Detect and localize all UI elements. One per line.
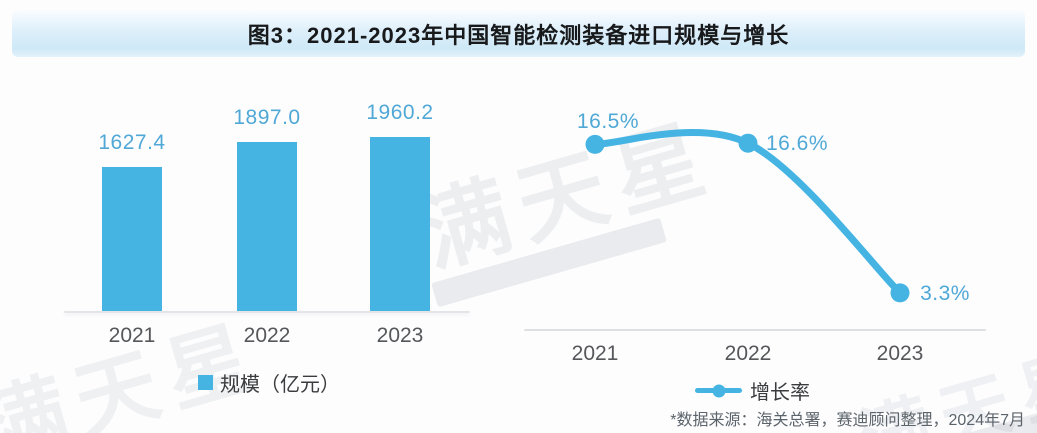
point-value-label: 16.5% — [576, 110, 640, 134]
x-tick-label: 2022 — [724, 342, 772, 365]
bar-chart-legend: 规模（亿元） — [198, 368, 340, 397]
point-value-label: 16.6% — [765, 132, 829, 156]
bar-chart-axis-line — [64, 311, 470, 313]
data-point — [890, 283, 910, 303]
growth-line-path — [591, 129, 904, 297]
x-tick-label: 2022 — [243, 324, 291, 347]
x-tick-label: 2023 — [376, 324, 424, 347]
line-legend-label: 增长率 — [750, 382, 810, 404]
data-point — [585, 134, 605, 154]
bar-value-label: 1627.4 — [98, 130, 166, 154]
bar — [370, 136, 430, 313]
x-tick-label: 2021 — [571, 342, 619, 365]
bar-value-label: 1960.2 — [366, 100, 434, 124]
x-tick-label: 2023 — [876, 342, 924, 365]
line-chart-legend: 增长率 — [695, 376, 810, 405]
source-note: *数据来源：海关总署，赛迪顾问整理，2024年7月 — [670, 412, 1025, 429]
growth-line-points — [585, 133, 910, 303]
line-chart-axis-line — [524, 329, 986, 331]
line-legend-dot-icon — [712, 384, 725, 397]
bar-legend-label: 规模（亿元） — [220, 374, 340, 396]
bar-value-label: 1897.0 — [233, 106, 301, 130]
bar-legend-swatch-icon — [198, 375, 213, 390]
x-tick-label: 2021 — [108, 324, 156, 347]
bar — [102, 166, 162, 313]
line-legend-marker-icon — [695, 384, 742, 397]
point-value-label: 3.3% — [920, 281, 970, 305]
figure-title-bar: 图3：2021-2023年中国智能检测装备进口规模与增长 — [12, 10, 1025, 57]
figure-title: 图3：2021-2023年中国智能检测装备进口规模与增长 — [247, 22, 790, 48]
data-point — [738, 133, 758, 153]
bar — [237, 142, 297, 313]
